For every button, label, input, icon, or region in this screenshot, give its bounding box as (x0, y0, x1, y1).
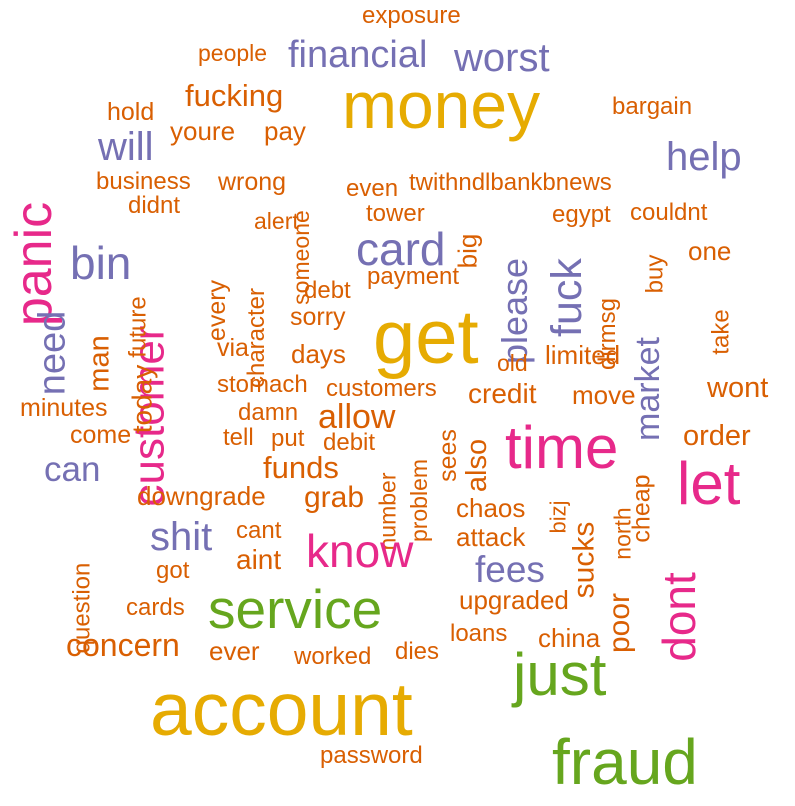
word-dies: dies (395, 638, 440, 665)
word-please: please (494, 257, 536, 365)
word-allow: allow (318, 398, 396, 436)
word-debt: debt (304, 277, 351, 304)
word-wrong: wrong (218, 168, 287, 196)
word-people: people (198, 40, 268, 66)
word-cant: cant (236, 517, 282, 544)
word-can: can (44, 450, 101, 489)
word-sees: sees (433, 429, 462, 482)
word-service: service (208, 578, 383, 640)
word-bizj: bizj (545, 499, 571, 534)
word-got: got (156, 557, 190, 584)
word-attack: attack (456, 522, 526, 552)
word-loans: loans (450, 620, 508, 647)
word-put: put (271, 425, 305, 452)
word-bargain: bargain (612, 93, 693, 120)
word-help: help (666, 135, 742, 179)
word-poor: poor (603, 592, 637, 654)
word-old: old (497, 350, 528, 376)
word-panic: panic (5, 201, 64, 327)
word-card: card (356, 223, 446, 275)
word-concern: concern (66, 627, 180, 663)
word-payment: payment (367, 263, 460, 290)
word-dont: dont (652, 572, 705, 662)
word-every: every (203, 279, 232, 342)
word-grab: grab (304, 481, 365, 514)
word-couldnt: couldnt (630, 199, 708, 226)
word-damn: damn (238, 399, 299, 426)
word-shit: shit (150, 515, 213, 559)
word-wont: wont (707, 372, 769, 404)
word-take: take (707, 308, 735, 355)
word-worked: worked (294, 643, 372, 670)
word-order: order (683, 420, 751, 452)
word-limited: limited (545, 340, 621, 370)
word-customers: customers (326, 375, 437, 402)
word-sorry: sorry (290, 303, 346, 331)
word-alert: alert (254, 208, 299, 234)
word-let: let (677, 450, 741, 517)
word-youre: youre (170, 116, 236, 146)
word-north: north (609, 506, 636, 560)
word-fees: fees (475, 549, 545, 590)
word-minutes: minutes (20, 394, 108, 422)
word-debit: debit (323, 429, 376, 456)
word-downgrade: downgrade (137, 481, 266, 511)
word-even: even (346, 175, 399, 202)
word-tower: tower (366, 200, 425, 227)
word-upgraded: upgraded (459, 585, 569, 615)
word-bin: bin (70, 237, 132, 289)
word-one: one (688, 236, 732, 266)
word-future: future (124, 295, 152, 358)
word-worst: worst (454, 36, 550, 80)
word-ever: ever (209, 636, 260, 666)
word-account: account (150, 667, 413, 751)
word-know: know (306, 525, 414, 577)
word-hold: hold (107, 98, 155, 126)
word-credit: credit (468, 378, 537, 409)
word-didnt: didnt (128, 192, 181, 219)
word-cards: cards (126, 594, 185, 621)
word-fuck: fuck (542, 258, 591, 337)
word-need: need (30, 310, 73, 395)
word-business: business (96, 168, 191, 195)
word-sucks: sucks (566, 521, 600, 598)
word-exposure: exposure (362, 2, 461, 29)
word-tell: tell (223, 424, 254, 451)
word-fucking: fucking (185, 78, 284, 113)
word-aint: aint (236, 544, 282, 575)
word-via: via (217, 334, 249, 362)
word-will: will (98, 125, 154, 169)
word-china: china (538, 623, 601, 653)
word-pay: pay (264, 116, 306, 146)
word-egypt: egypt (552, 201, 611, 228)
word-chaos: chaos (456, 493, 526, 523)
word-man: man (83, 334, 116, 392)
word-password: password (320, 742, 423, 769)
word-get: get (373, 295, 479, 380)
word-move: move (572, 380, 636, 410)
word-buy: buy (640, 254, 668, 293)
word-fraud: fraud (552, 726, 698, 798)
word-time: time (505, 414, 619, 481)
word-just: just (513, 641, 607, 708)
word-money: money (342, 68, 541, 142)
word-today: today (125, 364, 157, 433)
word-financial: financial (288, 34, 428, 76)
word-funds: funds (263, 450, 339, 485)
word-days: days (291, 339, 346, 369)
word-market: market (628, 337, 667, 441)
word-stomach: stomach (217, 371, 308, 398)
word-come: come (70, 421, 132, 449)
word-also: also (461, 438, 494, 493)
word-twithndlbankbnews: twithndlbankbnews (409, 169, 612, 196)
